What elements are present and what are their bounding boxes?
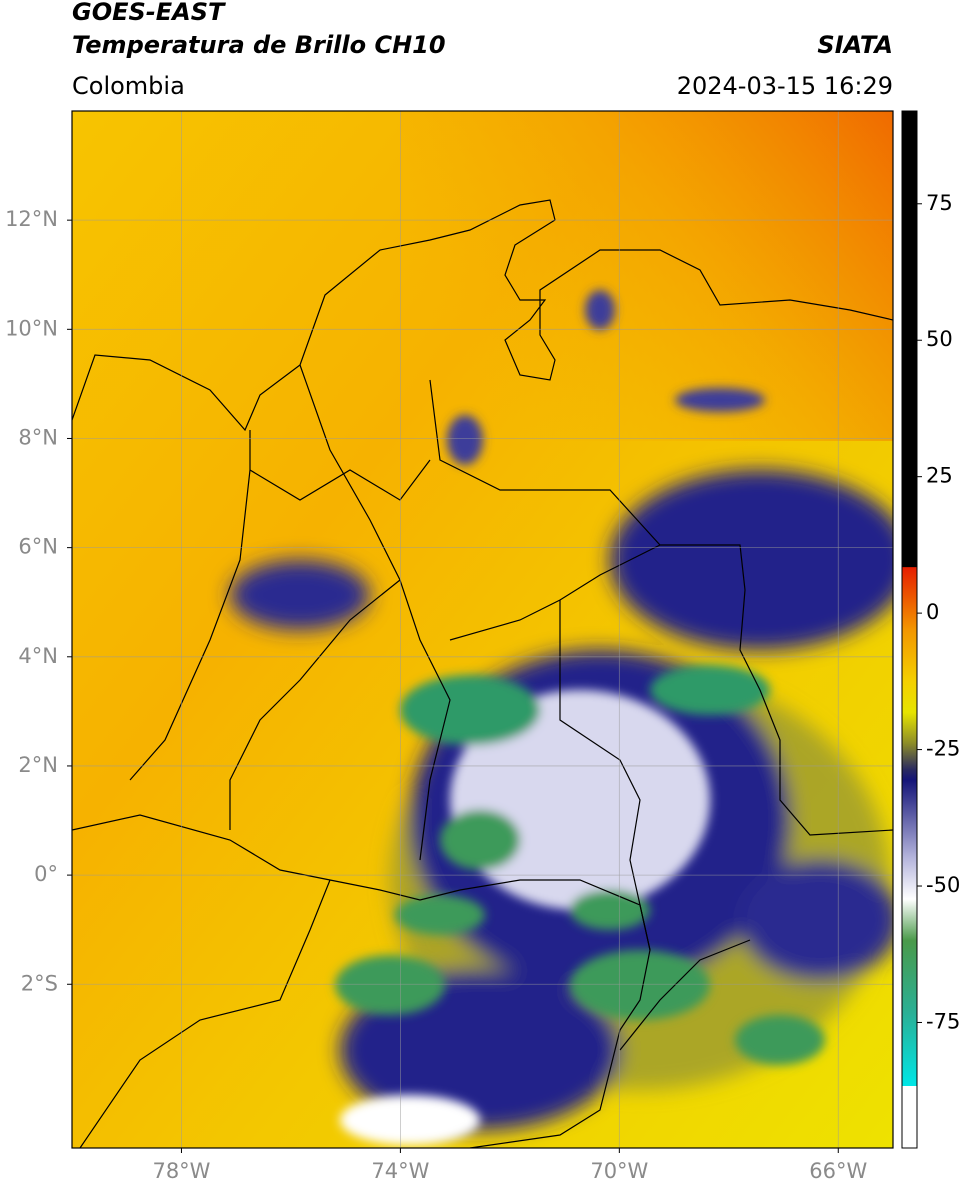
lon-tick-label: 70°W — [590, 1159, 648, 1183]
colorbar-tick-label: 75 — [926, 191, 953, 215]
lat-tick-label: 0° — [34, 862, 58, 886]
lon-tick-label: 74°W — [371, 1159, 429, 1183]
timestamp: 2024-03-15 16:29 — [677, 72, 893, 100]
lon-tick-label: 66°W — [809, 1159, 867, 1183]
lat-tick-label: 12°N — [5, 207, 58, 231]
lat-tick-label: 4°N — [18, 644, 58, 668]
colorbar-tick-label: -50 — [926, 873, 960, 897]
colorbar-tick-label: -75 — [926, 1009, 960, 1033]
subtitle: Temperatura de Brillo CH10 — [72, 31, 446, 59]
lat-tick-label: 2°N — [18, 753, 58, 777]
satellite-image — [72, 111, 893, 1148]
colorbar-tick-label: -25 — [926, 737, 960, 761]
source: SIATA — [817, 31, 893, 59]
title: GOES-EAST — [72, 0, 226, 26]
colorbar-tick-label: 50 — [926, 327, 953, 351]
region: Colombia — [72, 72, 185, 100]
lat-tick-label: 10°N — [5, 316, 58, 340]
lon-tick-label: 78°W — [152, 1159, 210, 1183]
colorbar-tick-label: 0 — [926, 600, 939, 624]
colorbar — [901, 110, 918, 1149]
lat-tick-label: 8°N — [18, 425, 58, 449]
map-frame — [71, 110, 894, 1149]
lat-tick-label: 2°S — [21, 971, 58, 995]
colorbar-tick-label: 25 — [926, 464, 953, 488]
lat-tick-label: 6°N — [18, 535, 58, 559]
